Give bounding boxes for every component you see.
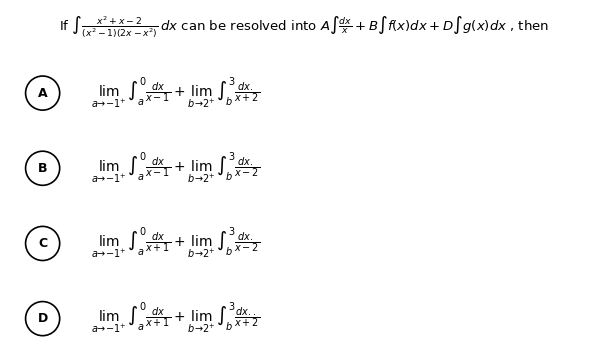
Text: D: D	[38, 312, 48, 325]
Text: $\lim_{a\to -1^+}\int_a^{0} \frac{dx}{x-1} + \lim_{b\to 2^+}\int_b^{3} \frac{dx.: $\lim_{a\to -1^+}\int_a^{0} \frac{dx}{x-…	[91, 75, 261, 111]
Text: B: B	[38, 162, 48, 175]
Text: $\lim_{a\to -1^+}\int_a^{0} \frac{dx}{x-1} + \lim_{b\to 2^+}\int_b^{3} \frac{dx.: $\lim_{a\to -1^+}\int_a^{0} \frac{dx}{x-…	[91, 150, 261, 186]
Text: A: A	[38, 87, 48, 100]
Text: $\lim_{a\to -1^+}\int_a^{0} \frac{dx}{x+1} + \lim_{b\to 2^+}\int_b^{3} \frac{dx.: $\lim_{a\to -1^+}\int_a^{0} \frac{dx}{x+…	[91, 301, 261, 337]
Text: If $\int \frac{x^2+x-2}{(x^2-1)(2x-x^2)}\,dx$ can be resolved into $A\int \frac{: If $\int \frac{x^2+x-2}{(x^2-1)(2x-x^2)}…	[60, 14, 549, 40]
Text: C: C	[38, 237, 47, 250]
Text: $\lim_{a\to -1^+}\int_a^{0} \frac{dx}{x+1} + \lim_{b\to 2^+}\int_b^{3} \frac{dx.: $\lim_{a\to -1^+}\int_a^{0} \frac{dx}{x+…	[91, 226, 261, 261]
